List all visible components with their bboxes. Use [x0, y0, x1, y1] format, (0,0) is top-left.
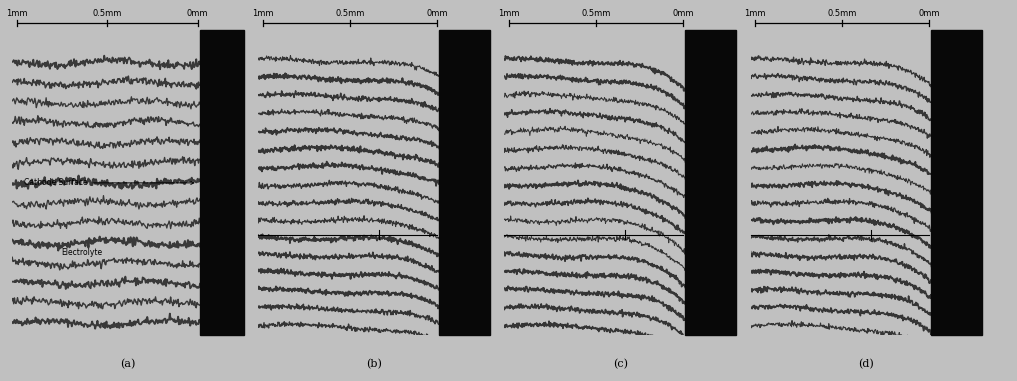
Text: (d): (d) — [858, 359, 875, 370]
Text: 1mm: 1mm — [252, 9, 274, 18]
Text: 0.5mm: 0.5mm — [93, 9, 122, 18]
Text: 0mm: 0mm — [426, 9, 447, 18]
Text: 0.5mm: 0.5mm — [336, 9, 365, 18]
Text: (b): (b) — [366, 359, 382, 370]
Text: Electrolyte: Electrolyte — [61, 248, 103, 258]
Bar — [439, 30, 490, 335]
Text: (a): (a) — [120, 359, 136, 370]
Text: 1mm: 1mm — [744, 9, 766, 18]
Bar — [685, 30, 736, 335]
Bar — [932, 30, 982, 335]
Text: 0.5mm: 0.5mm — [828, 9, 857, 18]
Text: Cathode Surface: Cathode Surface — [23, 178, 194, 187]
Text: 1mm: 1mm — [498, 9, 520, 18]
Bar — [200, 30, 244, 335]
Text: 0.5mm: 0.5mm — [582, 9, 611, 18]
Text: 1mm: 1mm — [6, 9, 27, 18]
Text: 0mm: 0mm — [918, 9, 940, 18]
Text: 0mm: 0mm — [672, 9, 694, 18]
Text: (c): (c) — [613, 359, 627, 370]
Text: 0mm: 0mm — [187, 9, 208, 18]
